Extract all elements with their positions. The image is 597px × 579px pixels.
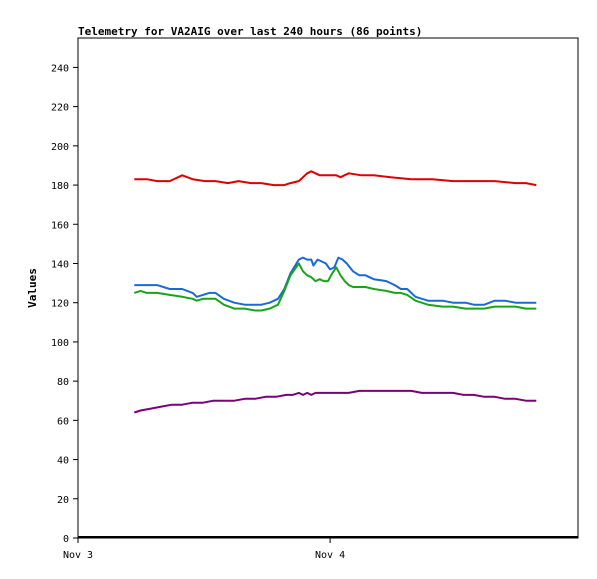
- y-tick-label: 100: [51, 338, 69, 349]
- series-line-3: [133, 262, 537, 312]
- y-tick-label: 180: [51, 181, 69, 192]
- y-axis-label: Values: [26, 268, 39, 308]
- y-tick-label: 60: [57, 416, 69, 427]
- y-tick-label: 80: [57, 377, 69, 388]
- y-tick-label: 20: [57, 495, 69, 506]
- y-tick-label: 220: [51, 103, 69, 114]
- series-layer: [133, 170, 537, 414]
- x-tick-label: Nov 4: [315, 550, 345, 561]
- y-axis: 0 20 40 60 80 100 120 140 160 180 200 220 240: [51, 63, 78, 545]
- series-line-2: [134, 256, 537, 306]
- series-line-4: [133, 389, 537, 414]
- chart-title: Telemetry for VA2AIG over last 240 hours…: [78, 25, 422, 38]
- y-tick-label: 140: [51, 259, 69, 270]
- y-tick-label: 200: [51, 142, 69, 153]
- plot-frame: [77, 37, 579, 539]
- y-tick-label: 160: [51, 220, 69, 231]
- series-line-1: [134, 170, 537, 187]
- y-tick-label: 240: [51, 63, 69, 74]
- x-axis: Nov 3 Nov 4: [63, 536, 578, 561]
- y-tick-label: 0: [63, 534, 69, 545]
- x-tick-label: Nov 3: [63, 550, 93, 561]
- y-tick-label: 40: [57, 456, 69, 467]
- y-tick-label: 120: [51, 299, 69, 310]
